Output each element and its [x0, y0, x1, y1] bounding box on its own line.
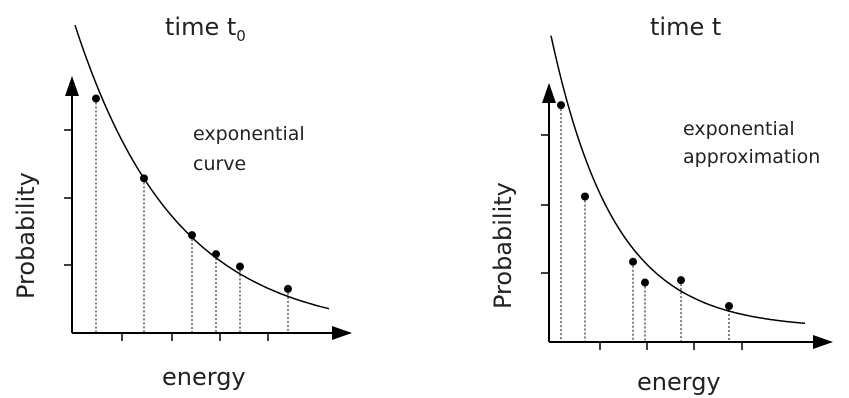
- panel-right: time t energy Probability exponential ap…: [489, 13, 833, 396]
- left-data-point-1: [92, 94, 100, 103]
- left-exponential-curve: [74, 24, 330, 310]
- left-y-label: Probability: [12, 172, 40, 299]
- right-title: time t: [650, 13, 721, 41]
- right-data-point-4: [641, 278, 649, 287]
- right-data-points: [557, 101, 733, 342]
- right-annotation-line-1: exponential: [683, 118, 795, 140]
- right-y-label: Probability: [489, 182, 517, 309]
- left-annotation-line-2: curve: [193, 153, 246, 175]
- left-title: time t0: [165, 13, 246, 45]
- left-data-point-2: [140, 174, 148, 183]
- left-data-point-4: [212, 250, 220, 259]
- left-data-point-3: [188, 231, 196, 240]
- left-x-label: energy: [162, 363, 246, 391]
- left-ticks: [64, 129, 269, 341]
- left-data-points: [92, 94, 292, 333]
- right-data-point-2: [581, 192, 589, 201]
- right-x-label: energy: [637, 368, 721, 396]
- right-data-point-3: [629, 257, 637, 266]
- right-data-point-1: [557, 101, 565, 110]
- right-data-point-5: [677, 276, 685, 285]
- left-data-point-5: [236, 262, 244, 271]
- left-annotation-line-1: exponential: [193, 123, 305, 145]
- panel-left: time t0 energy Probability exponential c…: [12, 13, 352, 391]
- right-data-point-6: [725, 302, 733, 311]
- right-ticks: [541, 134, 743, 350]
- right-annotation-line-2: approximation: [683, 146, 820, 168]
- right-exponential-curve: [550, 35, 806, 325]
- left-data-point-6: [284, 284, 292, 293]
